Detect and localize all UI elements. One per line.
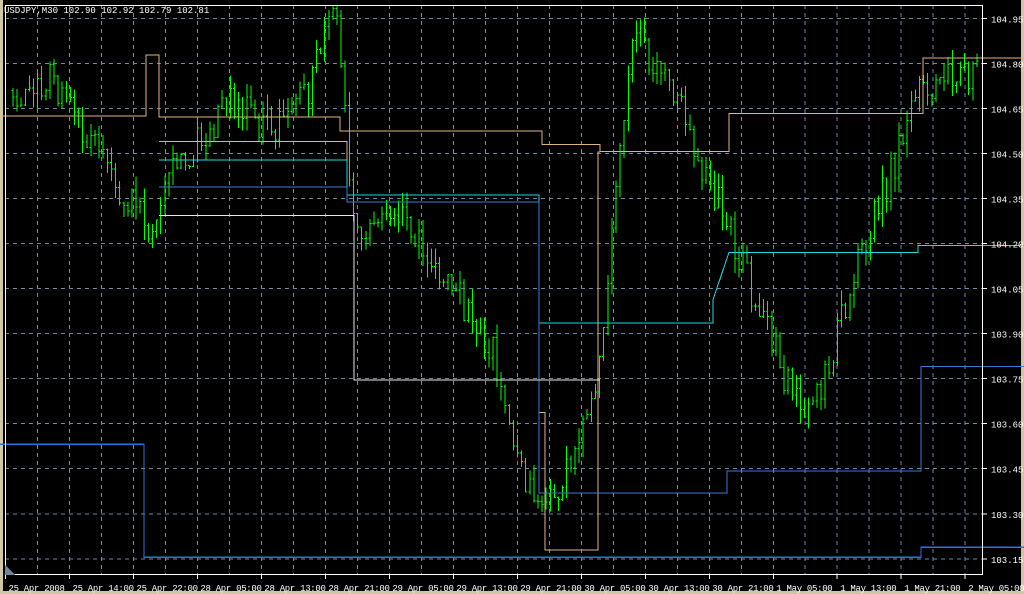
svg-text:1 May 21:00: 1 May 21:00 [904,584,960,594]
svg-text:1 May 05:00: 1 May 05:00 [776,584,832,594]
svg-text:28 Apr 13:00: 28 Apr 13:00 [264,584,325,594]
svg-text:104.20: 104.20 [991,241,1023,251]
svg-text:103.60: 103.60 [991,421,1023,431]
svg-text:USDJPY,M30 102.90 102.92 102.: USDJPY,M30 102.90 102.92 102.79 102.81 [4,6,209,16]
svg-text:104.80: 104.80 [991,61,1023,71]
svg-text:103.30: 103.30 [991,511,1023,521]
svg-text:25 Apr 14:00: 25 Apr 14:00 [73,584,134,594]
svg-text:30 Apr 13:00: 30 Apr 13:00 [648,584,709,594]
svg-text:29 Apr 21:00: 29 Apr 21:00 [520,584,581,594]
svg-text:2 May 05:00: 2 May 05:00 [968,584,1024,594]
svg-text:29 Apr 05:00: 29 Apr 05:00 [392,584,453,594]
svg-text:103.45: 103.45 [991,466,1023,476]
svg-text:28 Apr 05:00: 28 Apr 05:00 [200,584,261,594]
svg-text:25 Apr 22:00: 25 Apr 22:00 [137,584,198,594]
svg-text:103.15: 103.15 [991,556,1023,566]
svg-text:103.90: 103.90 [991,331,1023,341]
svg-text:104.50: 104.50 [991,151,1023,161]
svg-text:30 Apr 21:00: 30 Apr 21:00 [712,584,773,594]
svg-text:29 Apr 13:00: 29 Apr 13:00 [456,584,517,594]
svg-text:1 May 13:00: 1 May 13:00 [840,584,896,594]
svg-text:30 Apr 05:00: 30 Apr 05:00 [584,584,645,594]
svg-text:25 Apr 2008: 25 Apr 2008 [9,584,65,594]
svg-text:104.65: 104.65 [991,106,1023,116]
svg-text:104.35: 104.35 [991,196,1023,206]
svg-text:104.95: 104.95 [991,16,1023,26]
svg-text:28 Apr 21:00: 28 Apr 21:00 [328,584,389,594]
svg-text:104.05: 104.05 [991,286,1023,296]
svg-text:103.75: 103.75 [991,376,1023,386]
